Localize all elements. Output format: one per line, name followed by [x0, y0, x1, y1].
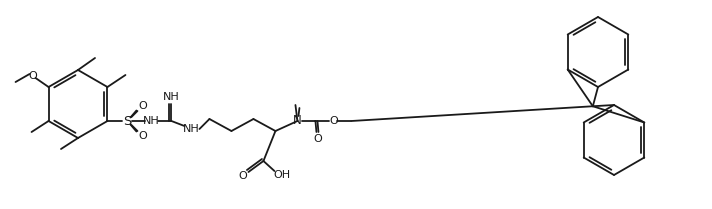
Text: O: O	[238, 171, 247, 181]
Text: O: O	[313, 134, 322, 144]
Text: S: S	[123, 115, 132, 127]
Text: O: O	[138, 131, 147, 141]
Text: NH: NH	[143, 116, 159, 126]
Text: N: N	[293, 115, 302, 127]
Text: NH: NH	[183, 124, 200, 134]
Text: O: O	[28, 71, 37, 81]
Text: O: O	[329, 116, 337, 126]
Text: O: O	[138, 101, 147, 111]
Text: OH: OH	[273, 170, 290, 180]
Text: NH: NH	[163, 92, 180, 102]
